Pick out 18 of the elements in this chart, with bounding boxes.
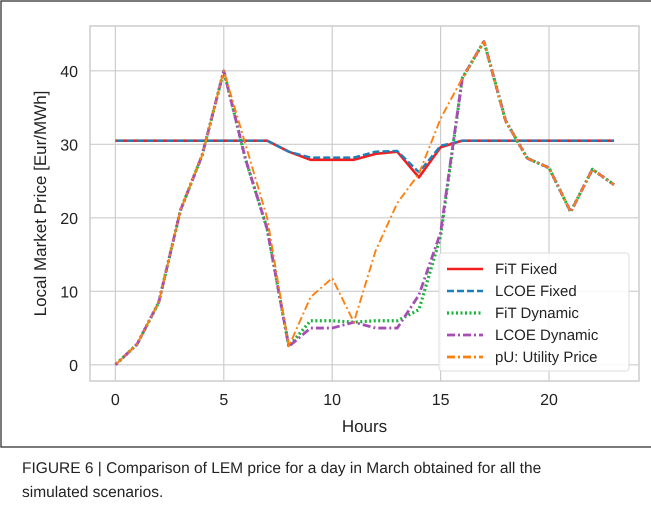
x-tick-label: 15 [432, 392, 450, 409]
x-tick-label: 20 [540, 392, 558, 409]
legend-label: pU: Utility Price [495, 349, 598, 366]
legend-label: FiT Dynamic [495, 305, 580, 322]
caption: FIGURE 6 | Comparison of LEM price for a day in March obtained for all the simulated scenarios. [22, 460, 542, 501]
x-axis-title: Hours [342, 417, 388, 436]
y-tick-label: 40 [60, 64, 78, 81]
y-axis-title: Local Market Price [Eur/MWh] [31, 90, 50, 316]
x-tick-label: 0 [110, 392, 120, 409]
x-tick-label: 10 [323, 392, 342, 409]
legend-label: FiT Fixed [495, 261, 558, 278]
y-tick-label: 20 [60, 210, 78, 228]
y-tick-label: 30 [60, 137, 78, 154]
y-tick-label: 10 [60, 284, 78, 302]
y-tick-label: 0 [69, 358, 78, 375]
legend-label: LCOE Dynamic [495, 327, 599, 344]
legend-label: LCOE Fixed [495, 283, 577, 300]
x-tick-label: 5 [219, 392, 228, 409]
